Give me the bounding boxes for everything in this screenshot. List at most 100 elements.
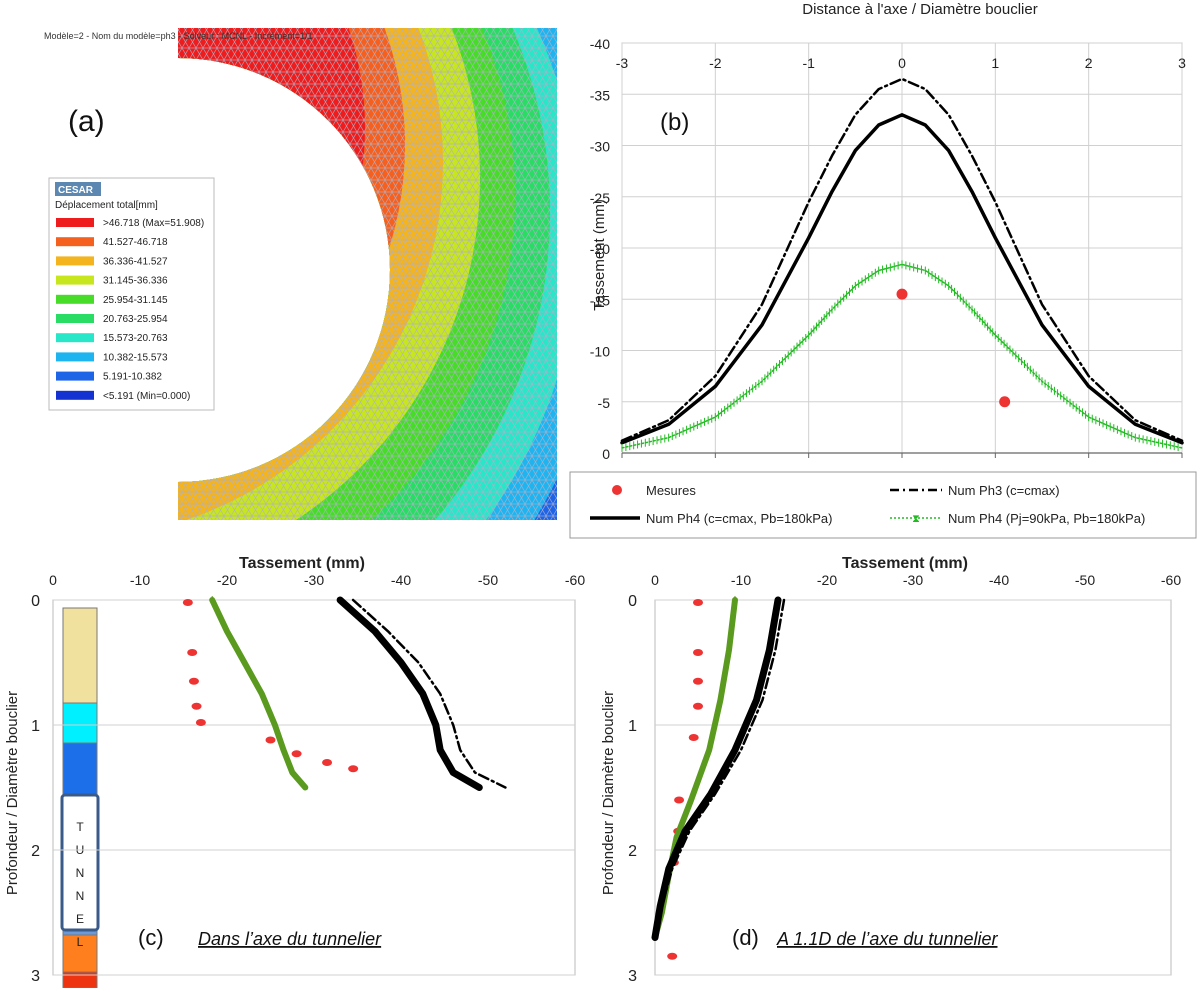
chart-b-tag: (b) [660, 109, 689, 136]
x-tick-label: -60 [1161, 572, 1181, 588]
mesures-point [688, 734, 699, 741]
legend-swatch [56, 275, 94, 285]
tunnel-letter: N [76, 889, 85, 903]
chart-c: Tassement (mm) Profondeur / Diamètre bou… [4, 555, 585, 988]
y-tick-label: 0 [628, 593, 637, 610]
num-ph4-c-cmax-pb-180kpa-line [620, 113, 1184, 445]
legend-ph3-label: Num Ph3 (c=cmax) [948, 483, 1060, 498]
stratum-6 [62, 971, 98, 988]
legend-title: Déplacement total[mm] [55, 200, 158, 211]
y-tick-label: 0 [602, 446, 610, 462]
panel-a-tag: (a) [68, 105, 105, 138]
legend-ph4pj-label: Num Ph4 (Pj=90kPa, Pb=180kPa) [948, 511, 1145, 526]
chart-d-tag: (d) [732, 925, 759, 950]
mesures-point [191, 702, 202, 710]
y-tick-label: 2 [31, 843, 40, 860]
mesures-point [265, 736, 276, 744]
legend-item-label: >46.718 (Max=51.908) [103, 218, 204, 229]
num-ph4-c-cmax-pb-180kpa-line [651, 596, 782, 941]
cesar-logo [55, 182, 101, 196]
mesures-point [348, 765, 359, 773]
mesures-point [693, 649, 703, 656]
chart-d: Tassement (mm) Profondeur / Diamètre bou… [600, 555, 1181, 985]
legend-swatch [56, 352, 94, 362]
legend-swatch [56, 294, 94, 304]
y-tick-label: 1 [628, 718, 637, 735]
legend-swatch [56, 237, 94, 247]
legend-swatch [56, 371, 94, 381]
mesures-point [188, 677, 199, 685]
stratum-3 [62, 742, 98, 796]
y-tick-label: -5 [598, 395, 611, 411]
legend-item-label: <5.191 (Min=0.000) [103, 391, 190, 402]
y-tick-label: -10 [590, 344, 610, 360]
x-tick-label: -20 [817, 572, 837, 588]
mesures-point [182, 599, 193, 606]
legend-item-label: 10.382-15.573 [103, 352, 168, 363]
x-tick-label: 2 [1085, 55, 1093, 71]
legend-item-label: 5.191-10.382 [103, 372, 162, 383]
mesures-point [195, 719, 206, 726]
legend-ph4-label: Num Ph4 (c=cmax, Pb=180kPa) [646, 511, 832, 526]
legend-item-label: 20.763-25.954 [103, 314, 168, 325]
chart-b-title: Distance à l'axe / Diamètre bouclier [802, 1, 1037, 18]
x-tick-label: 1 [991, 55, 999, 71]
x-tick-label: -1 [802, 55, 815, 71]
legend-swatch [56, 218, 94, 227]
mesures-point [693, 677, 703, 685]
num-ph3-c-cmax-line [351, 598, 507, 789]
legend-item-label: 31.145-36.336 [103, 276, 168, 287]
legend-swatch [56, 314, 94, 323]
stratum-1 [62, 607, 98, 704]
tunnel-box [60, 793, 100, 932]
chart-b: Distance à l'axe / Diamètre bouclier (b)… [569, 1, 1197, 539]
x-tick-label: -60 [565, 572, 585, 588]
y-tick-label: 0 [31, 593, 40, 610]
x-tick-label: -40 [989, 572, 1009, 588]
x-tick-label: 0 [898, 55, 906, 71]
num-ph3-c-cmax-line [653, 598, 786, 939]
mesures-point [322, 759, 333, 766]
chart-c-caption: Dans l’axe du tunnelier [198, 929, 382, 949]
mesures-point [187, 649, 198, 656]
x-tick-label: -20 [217, 572, 237, 588]
x-tick-label: -50 [478, 572, 498, 588]
tunnel-letter: E [76, 912, 84, 926]
mesures-point [999, 396, 1011, 408]
legend-item-label: 15.573-20.763 [103, 333, 168, 344]
mesh-grid [178, 28, 557, 520]
tunnel-letter: L [77, 935, 84, 949]
x-tick-label: -30 [304, 572, 324, 588]
y-tick-label: -20 [590, 241, 610, 257]
y-tick-label: 2 [628, 843, 637, 860]
plot-frame [52, 599, 576, 976]
mesures-point [693, 702, 703, 710]
chart-d-caption: A 1.1D de l’axe du tunnelier [776, 929, 998, 949]
chart-d-plot: 0 1 2 3 0 -10 -20 -30 -40 -50 -60 [628, 572, 1181, 985]
legend-item-label: 41.527-46.718 [103, 237, 168, 248]
panel-a-mesh: Modèle=2 - Nom du modèle=ph3 - Solveur :… [44, 28, 557, 520]
cesar-logo-text: CESAR [58, 185, 94, 196]
stratum-2 [62, 702, 98, 744]
legend-box [48, 177, 215, 411]
panel-a-header: Modèle=2 - Nom du modèle=ph3 - Solveur :… [44, 31, 313, 41]
y-tick-label: -30 [590, 139, 610, 155]
y-tick-label: 3 [628, 968, 637, 985]
y-tick-label: -25 [590, 190, 610, 206]
plot-frame [654, 599, 1172, 976]
y-tick-label: 3 [31, 968, 40, 985]
tunnel-letter: N [76, 866, 85, 880]
legend-swatch [56, 333, 94, 343]
mesures-point [693, 599, 703, 606]
x-tick-label: 0 [651, 572, 659, 588]
x-tick-label: -10 [731, 572, 751, 588]
x-tick-label: -2 [709, 55, 722, 71]
num-ph4-c-cmax-pb-180kpa-line [336, 596, 483, 791]
chart-c-tag: (c) [138, 925, 164, 950]
x-tick-label: -40 [391, 572, 411, 588]
legend-swatch [56, 256, 94, 266]
chart-c-ylabel: Profondeur / Diamètre bouclier [4, 691, 21, 895]
legend-item-label: 36.336-41.527 [103, 256, 168, 267]
legend-item-label: 25.954-31.145 [103, 295, 168, 306]
